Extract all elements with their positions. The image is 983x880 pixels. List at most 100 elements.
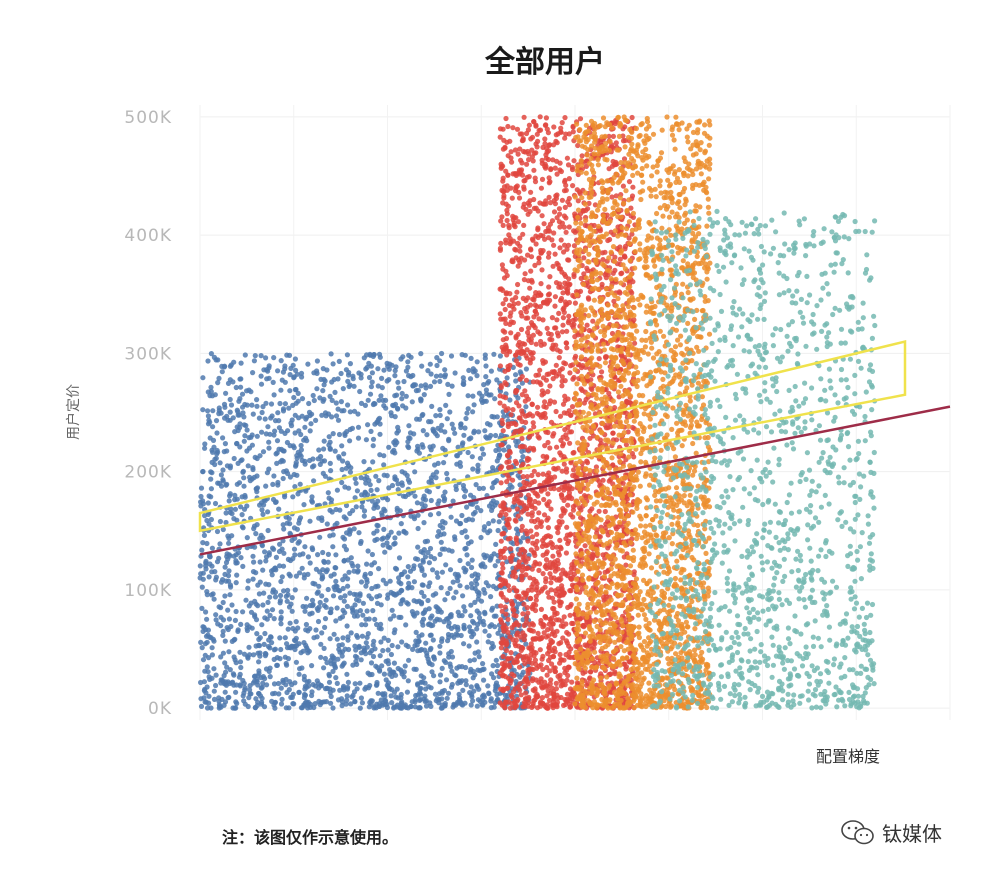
data-point-4059	[530, 296, 536, 302]
data-point-1799	[367, 570, 374, 577]
data-point-1028	[444, 416, 450, 422]
data-point-1050	[329, 414, 335, 420]
data-point-947	[363, 622, 369, 628]
data-point-3456	[553, 408, 559, 415]
data-point-2309	[427, 621, 433, 627]
data-point-4768	[551, 486, 557, 492]
data-point-436	[204, 684, 210, 690]
data-point-1671	[355, 634, 361, 640]
data-point-1752	[415, 648, 421, 654]
data-point-4639	[582, 642, 588, 648]
data-point-4841	[543, 377, 550, 383]
data-point-2396	[330, 705, 336, 711]
data-point-1798	[369, 698, 375, 704]
data-point-2130	[328, 606, 334, 612]
data-point-1770	[488, 696, 494, 702]
data-point-1732	[396, 579, 402, 585]
data-point-4740	[536, 500, 542, 506]
data-point-2074	[420, 610, 426, 617]
data-point-2247	[342, 431, 348, 437]
data-point-1595	[299, 565, 305, 571]
data-point-1913	[243, 597, 249, 603]
data-point-4837	[543, 576, 549, 582]
data-point-2456	[363, 684, 369, 691]
data-point-2680	[518, 326, 525, 333]
data-point-4400	[602, 272, 608, 278]
data-point-2592	[468, 702, 474, 708]
data-point-2555	[399, 480, 405, 486]
data-point-2224	[341, 514, 347, 520]
data-point-2319	[399, 390, 405, 397]
data-point-186	[357, 388, 363, 395]
data-point-3971	[503, 511, 509, 518]
data-point-4726	[630, 184, 636, 190]
data-point-2272	[233, 660, 239, 666]
data-point-3807	[534, 491, 540, 497]
data-point-399	[234, 441, 240, 447]
data-point-2129	[321, 699, 327, 705]
data-point-2235	[340, 635, 346, 641]
data-point-987	[456, 613, 462, 619]
data-point-2563	[219, 363, 225, 369]
data-point-2328	[480, 697, 486, 703]
data-point-2217	[444, 470, 450, 477]
data-point-1924	[385, 497, 391, 503]
data-point-2078	[218, 579, 225, 585]
data-point-4617	[499, 214, 505, 220]
data-point-138	[361, 508, 368, 514]
data-point-4165	[514, 540, 520, 547]
data-point-1369	[415, 443, 421, 449]
data-point-4965	[510, 125, 516, 131]
data-point-520	[233, 689, 239, 695]
data-point-4468	[537, 331, 543, 337]
data-point-1783	[497, 353, 503, 359]
data-point-2426	[449, 548, 455, 554]
data-point-1101	[208, 469, 214, 475]
data-point-334	[276, 691, 282, 697]
data-point-4799	[540, 144, 546, 150]
data-point-386	[443, 402, 449, 408]
data-point-2438	[368, 384, 374, 390]
data-point-1068	[446, 391, 452, 397]
data-point-1333	[322, 616, 329, 622]
data-point-1007	[233, 682, 239, 688]
data-point-4921	[552, 609, 558, 615]
data-point-4598	[514, 506, 520, 512]
data-point-2342	[216, 411, 222, 417]
data-point-559	[250, 411, 256, 417]
data-point-2242	[439, 665, 445, 672]
data-point-3714	[547, 445, 553, 451]
data-point-735	[198, 703, 205, 710]
data-point-398	[254, 631, 260, 637]
data-point-2437	[490, 663, 496, 669]
data-point-3945	[559, 374, 565, 380]
data-point-2447	[208, 351, 214, 357]
data-point-4868	[507, 236, 513, 242]
data-point-351	[359, 700, 365, 706]
data-point-2412	[203, 699, 209, 705]
data-point-2250	[420, 559, 426, 565]
data-point-495	[392, 540, 398, 547]
data-point-1117	[273, 554, 279, 561]
data-point-4855	[557, 413, 564, 419]
data-point-100	[387, 616, 393, 622]
data-point-217	[325, 586, 331, 593]
data-point-4751	[536, 590, 542, 596]
data-point-1777	[482, 628, 488, 634]
data-point-1173	[275, 368, 281, 374]
data-point-849	[363, 480, 369, 486]
data-point-4592	[523, 206, 529, 212]
data-point-4961	[540, 317, 546, 323]
data-point-1487	[393, 364, 399, 370]
data-point-4244	[535, 225, 541, 231]
data-point-1972	[237, 649, 243, 655]
data-point-2036	[205, 669, 211, 675]
data-point-2234	[450, 579, 456, 585]
data-point-2441	[200, 468, 206, 475]
data-point-4643	[558, 623, 564, 629]
data-point-1829	[472, 368, 478, 374]
data-point-2565	[246, 652, 253, 658]
data-point-1584	[354, 609, 360, 615]
data-point-2181	[447, 661, 453, 667]
data-point-2468	[320, 470, 326, 476]
